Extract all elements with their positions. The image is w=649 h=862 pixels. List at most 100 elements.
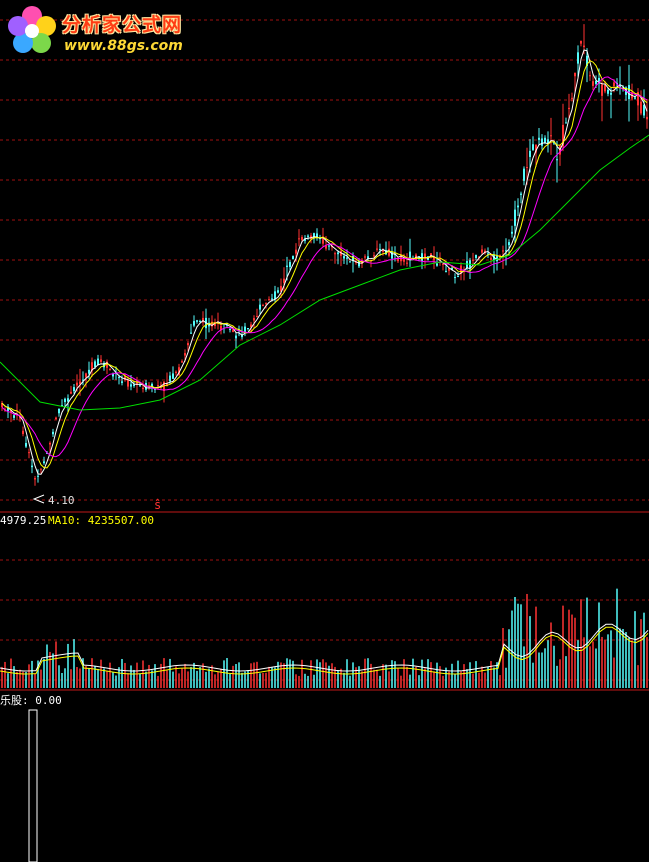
candle-body	[100, 359, 102, 362]
candle-body	[505, 250, 507, 252]
candle-body	[52, 431, 54, 435]
candle-body	[220, 325, 222, 331]
candle-body	[157, 385, 159, 387]
ma-line-white	[1, 49, 648, 475]
candle-body	[187, 343, 189, 346]
candle-body	[271, 298, 273, 300]
candle-body	[181, 361, 183, 363]
candle-body	[118, 376, 120, 378]
candle-body	[391, 251, 393, 259]
candle-body	[235, 335, 237, 339]
candle-body	[433, 256, 435, 261]
candle-body	[268, 299, 270, 301]
candle-body	[1, 403, 3, 408]
candle-body	[286, 265, 288, 267]
volume-ma-white	[0, 623, 649, 672]
candle-body	[388, 248, 390, 256]
candle-body	[385, 250, 387, 255]
candle-body	[508, 242, 510, 246]
candle-body	[634, 97, 636, 99]
candle-body	[532, 144, 534, 150]
candle-body	[481, 249, 483, 253]
candle-body	[76, 382, 78, 386]
candle-body	[619, 85, 621, 88]
candle-body	[193, 321, 195, 326]
candle-body	[172, 373, 174, 379]
candle-body	[613, 82, 615, 87]
candle-body	[340, 251, 342, 256]
candle-body	[409, 251, 411, 258]
indicator-bar	[28, 709, 38, 862]
candle-body	[277, 290, 279, 293]
candle-body	[322, 236, 324, 244]
candle-body	[439, 258, 441, 260]
candle-body	[379, 248, 381, 251]
candle-body	[358, 261, 360, 267]
candle-body	[85, 373, 87, 378]
candle-body	[490, 257, 492, 260]
candle-body	[364, 256, 366, 258]
candle-body	[295, 249, 297, 254]
candle-body	[562, 124, 564, 147]
candle-body	[94, 361, 96, 367]
candle-body	[376, 248, 378, 250]
candle-body	[13, 415, 15, 418]
candle-body	[529, 150, 531, 157]
candle-body	[229, 329, 231, 331]
candle-body	[70, 391, 72, 394]
candle-body	[448, 268, 450, 271]
candlesticks	[1, 24, 648, 486]
candle-body	[553, 142, 555, 144]
candle-body	[244, 326, 246, 332]
candle-body	[34, 477, 36, 480]
candle-body	[367, 256, 369, 259]
candle-body	[451, 267, 453, 270]
candle-body	[49, 442, 51, 445]
candle-body	[274, 291, 276, 300]
candle-body	[580, 40, 582, 44]
site-logo[interactable]: 分析家公式网 www.88gs.com	[6, 4, 206, 56]
candle-body	[538, 137, 540, 140]
candle-body	[64, 398, 66, 403]
candle-body	[475, 254, 477, 258]
indicator-label: 乐股: 0.00	[0, 694, 62, 707]
candle-body	[127, 379, 129, 387]
candle-body	[190, 332, 192, 334]
candle-body	[487, 253, 489, 255]
candle-body	[577, 52, 579, 64]
candle-body	[346, 257, 348, 259]
candle-body	[259, 304, 261, 310]
candle-body	[328, 245, 330, 247]
candle-body	[10, 410, 12, 414]
candle-body	[292, 256, 294, 259]
candle-body	[178, 367, 180, 376]
candle-body	[457, 276, 459, 278]
candle-body	[109, 368, 111, 371]
candle-body	[211, 321, 213, 327]
volume-bars	[0, 588, 649, 688]
candle-body	[256, 316, 258, 318]
candle-body	[571, 97, 573, 99]
candle-body	[130, 384, 132, 387]
candle-body	[607, 89, 609, 94]
candle-body	[589, 75, 591, 77]
candle-body	[31, 465, 33, 468]
candle-body	[547, 139, 549, 144]
candle-body	[550, 135, 552, 137]
candle-body	[568, 107, 570, 110]
candle-body	[604, 85, 606, 92]
candle-body	[241, 335, 243, 338]
volume-ma-yellow	[0, 626, 649, 675]
candle-body	[514, 209, 516, 226]
candle-body	[517, 205, 519, 208]
candle-body	[151, 383, 153, 388]
candle-body	[337, 252, 339, 255]
candle-body	[556, 159, 558, 161]
candle-body	[640, 101, 642, 114]
flower-logo-icon	[8, 6, 56, 53]
candle-body	[25, 443, 27, 447]
candle-body	[253, 318, 255, 321]
candle-body	[232, 329, 234, 333]
candle-body	[520, 193, 522, 195]
